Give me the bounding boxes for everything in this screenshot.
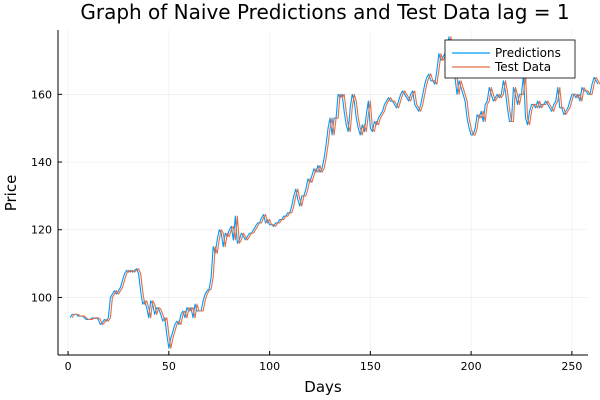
x-tick-label: 50	[162, 360, 176, 373]
legend-label-predictions: Predictions	[495, 46, 561, 60]
y-axis-label: Price	[2, 175, 20, 212]
y-tick-label: 120	[31, 224, 52, 237]
x-tick-label: 150	[360, 360, 381, 373]
chart-title: Graph of Naive Predictions and Test Data…	[80, 0, 569, 24]
y-tick-label: 160	[31, 88, 52, 101]
legend-label-test-data: Test Data	[494, 60, 551, 74]
legend-box	[444, 39, 576, 79]
x-tick-label: 250	[561, 360, 582, 373]
y-tick-label: 140	[31, 156, 52, 169]
x-tick-label: 200	[461, 360, 482, 373]
series-line-test-data	[71, 36, 600, 349]
x-axis-label: Days	[304, 378, 342, 396]
x-tick-label: 0	[65, 360, 72, 373]
y-tick-label: 100	[31, 291, 52, 304]
series-lines	[69, 36, 600, 349]
x-tick-label: 100	[259, 360, 280, 373]
series-line-predictions	[69, 36, 599, 349]
axes: 0 50 100 150 200 250 100 120 140 160	[31, 30, 588, 373]
grid	[58, 30, 588, 355]
legend: Predictions Test Data	[444, 39, 576, 79]
